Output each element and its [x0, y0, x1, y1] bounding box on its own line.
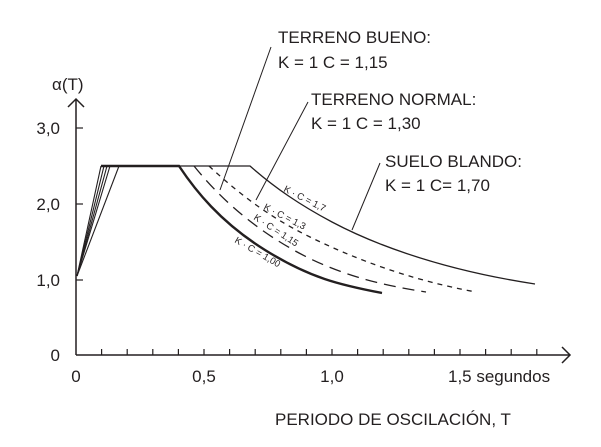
leader-blando: [351, 162, 381, 231]
annotation-normal-params: K = 1 C = 1,30: [311, 114, 421, 133]
annotation-bueno-params: K = 1 C = 1,15: [278, 53, 388, 72]
x-axis-arrow-icon: [561, 346, 572, 364]
y-tick-3: 3,0: [36, 119, 60, 138]
label-kc-1-00: K · C = 1,00: [233, 235, 283, 270]
annotation-normal-title: TERRENO NORMAL:: [311, 90, 476, 109]
x-tick-15: 1,5 segundos: [448, 367, 550, 386]
ramps: [76, 165, 120, 277]
curve-kc-1-7: [101, 165, 536, 285]
y-axis-arrow-icon: [67, 97, 85, 108]
annotation-bueno-title: TERRENO BUENO:: [278, 28, 431, 47]
annotation-blando-params: K = 1 C= 1,70: [385, 176, 490, 195]
x-tick-10: 1,0: [320, 367, 344, 386]
leader-normal: [255, 101, 309, 201]
curve-kc-1-15: [193, 165, 427, 293]
y-axis-title: α(T): [52, 75, 84, 94]
annotation-blando-title: SUELO BLANDO:: [385, 152, 522, 171]
x-axis-title: PERIODO DE OSCILACIÓN, T: [275, 410, 511, 429]
y-tick-0: 0: [51, 346, 60, 365]
label-kc-1-7: K · C = 1,7: [282, 184, 328, 215]
leader-bueno: [219, 46, 272, 191]
axes: [67, 97, 572, 364]
curve-kc-1-3: [208, 165, 477, 293]
leader-lines: [219, 46, 381, 231]
x-tick-0: 0: [71, 367, 80, 386]
y-ticks: [76, 127, 83, 281]
x-tick-05: 0,5: [192, 367, 216, 386]
y-tick-1: 1,0: [36, 271, 60, 290]
y-tick-2: 2,0: [36, 195, 60, 214]
x-ticks: [100, 349, 538, 355]
curve-kc-1-00: [101, 164, 383, 295]
